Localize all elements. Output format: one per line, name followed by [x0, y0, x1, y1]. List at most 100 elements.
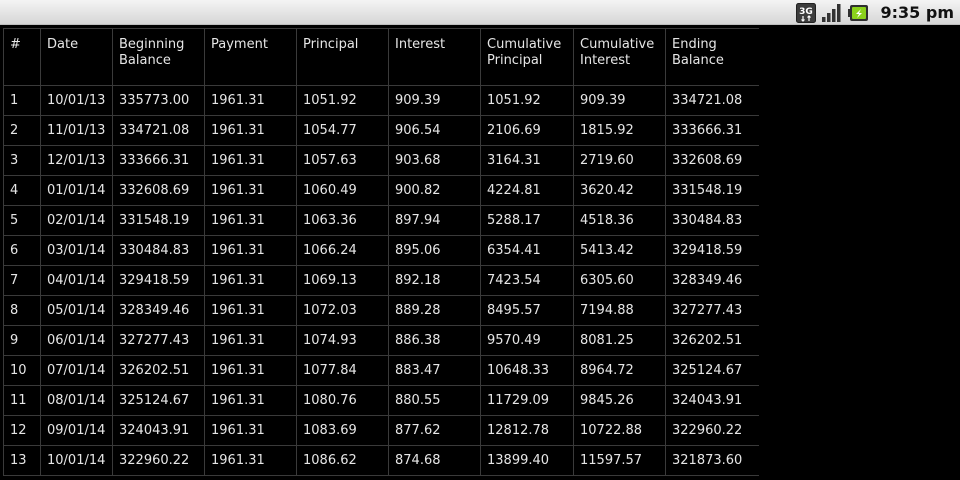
- cell-cumulative-principal: 9570.49: [480, 325, 574, 356]
- table-row[interactable]: 4 01/01/14 332608.69 1961.31 1060.49 900.82 42…: [3, 175, 759, 206]
- cell-payment: 1961.31: [204, 415, 297, 446]
- table-row[interactable]: 5 02/01/14 331548.19 1961.31 1063.36 897.94 52…: [3, 205, 759, 236]
- cell-beginning-balance: 329418.59: [112, 265, 205, 296]
- cell-date: 08/01/14: [40, 385, 113, 416]
- header-interest: Interest: [388, 28, 481, 86]
- cell-date: 05/01/14: [40, 295, 113, 326]
- cell-ending-balance: 329418.59: [665, 235, 759, 266]
- cell-cumulative-interest: 909.39: [573, 85, 666, 116]
- cell-principal: 1051.92: [296, 85, 389, 116]
- cell-ending-balance: 330484.83: [665, 205, 759, 236]
- table-row[interactable]: 13 10/01/14 322960.22 1961.31 1086.62 874.68 1…: [3, 445, 759, 476]
- cell-date: 11/01/13: [40, 115, 113, 146]
- battery-charging-icon: [847, 4, 870, 22]
- table-row[interactable]: 8 05/01/14 328349.46 1961.31 1072.03 889.28 84…: [3, 295, 759, 326]
- cell-number: 11: [3, 385, 41, 416]
- cell-principal: 1060.49: [296, 175, 389, 206]
- cell-number: 1: [3, 85, 41, 116]
- cell-cumulative-principal: 5288.17: [480, 205, 574, 236]
- cell-ending-balance: 332608.69: [665, 145, 759, 176]
- cell-cumulative-principal: 1051.92: [480, 85, 574, 116]
- status-clock: 9:35 pm: [880, 3, 955, 22]
- table-row[interactable]: 12 09/01/14 324043.91 1961.31 1083.69 877.62 1…: [3, 415, 759, 446]
- cell-cumulative-principal: 12812.78: [480, 415, 574, 446]
- table-row[interactable]: 10 07/01/14 326202.51 1961.31 1077.84 883.47 1…: [3, 355, 759, 386]
- cell-number: 6: [3, 235, 41, 266]
- cell-interest: 903.68: [388, 145, 481, 176]
- header-cumulative-principal: Cumulative Principal: [480, 28, 574, 86]
- cell-interest: 897.94: [388, 205, 481, 236]
- cell-payment: 1961.31: [204, 145, 297, 176]
- cell-date: 01/01/14: [40, 175, 113, 206]
- amortization-table-container[interactable]: # Date Beginning Balance Payment Princip…: [3, 28, 759, 480]
- cell-ending-balance: 326202.51: [665, 325, 759, 356]
- cell-number: 12: [3, 415, 41, 446]
- cell-principal: 1066.24: [296, 235, 389, 266]
- cell-beginning-balance: 327277.43: [112, 325, 205, 356]
- cell-number: 8: [3, 295, 41, 326]
- cell-payment: 1961.31: [204, 175, 297, 206]
- cell-ending-balance: 328349.46: [665, 265, 759, 296]
- cell-beginning-balance: 335773.00: [112, 85, 205, 116]
- cell-interest: 877.62: [388, 415, 481, 446]
- cell-cumulative-principal: 6354.41: [480, 235, 574, 266]
- cell-interest: 883.47: [388, 355, 481, 386]
- cell-principal: 1077.84: [296, 355, 389, 386]
- cell-payment: 1961.31: [204, 205, 297, 236]
- cell-date: 06/01/14: [40, 325, 113, 356]
- table-row[interactable]: 1 10/01/13 335773.00 1961.31 1051.92 909.39 10…: [3, 85, 759, 116]
- table-row[interactable]: 6 03/01/14 330484.83 1961.31 1066.24 895.06 63…: [3, 235, 759, 266]
- table-row[interactable]: 11 08/01/14 325124.67 1961.31 1080.76 880.55 1…: [3, 385, 759, 416]
- cell-ending-balance: 331548.19: [665, 175, 759, 206]
- cell-date: 03/01/14: [40, 235, 113, 266]
- cell-ending-balance: 325124.67: [665, 355, 759, 386]
- amortization-table: # Date Beginning Balance Payment Princip…: [3, 28, 759, 476]
- cell-cumulative-principal: 2106.69: [480, 115, 574, 146]
- cell-principal: 1072.03: [296, 295, 389, 326]
- cell-date: 09/01/14: [40, 415, 113, 446]
- cell-number: 5: [3, 205, 41, 236]
- cell-date: 10/01/14: [40, 445, 113, 476]
- cell-cumulative-interest: 9845.26: [573, 385, 666, 416]
- cell-interest: 900.82: [388, 175, 481, 206]
- cell-payment: 1961.31: [204, 355, 297, 386]
- cell-number: 10: [3, 355, 41, 386]
- header-principal: Principal: [296, 28, 389, 86]
- cell-cumulative-interest: 6305.60: [573, 265, 666, 296]
- cell-payment: 1961.31: [204, 295, 297, 326]
- cell-date: 12/01/13: [40, 145, 113, 176]
- cell-cumulative-principal: 11729.09: [480, 385, 574, 416]
- cell-cumulative-interest: 11597.57: [573, 445, 666, 476]
- cell-cumulative-interest: 1815.92: [573, 115, 666, 146]
- cell-beginning-balance: 330484.83: [112, 235, 205, 266]
- table-row[interactable]: 7 04/01/14 329418.59 1961.31 1069.13 892.18 74…: [3, 265, 759, 296]
- table-row[interactable]: 9 06/01/14 327277.43 1961.31 1074.93 886.38 95…: [3, 325, 759, 356]
- cell-interest: 886.38: [388, 325, 481, 356]
- cell-number: 4: [3, 175, 41, 206]
- cell-number: 2: [3, 115, 41, 146]
- table-header-row: # Date Beginning Balance Payment Princip…: [3, 28, 759, 86]
- cell-payment: 1961.31: [204, 385, 297, 416]
- cell-ending-balance: 334721.08: [665, 85, 759, 116]
- cell-cumulative-interest: 3620.42: [573, 175, 666, 206]
- header-ending-balance: Ending Balance: [665, 28, 759, 86]
- cell-cumulative-principal: 13899.40: [480, 445, 574, 476]
- cell-number: 3: [3, 145, 41, 176]
- cell-ending-balance: 322960.22: [665, 415, 759, 446]
- cell-cumulative-principal: 3164.31: [480, 145, 574, 176]
- cell-date: 10/01/13: [40, 85, 113, 116]
- cell-cumulative-interest: 8081.25: [573, 325, 666, 356]
- cell-number: 9: [3, 325, 41, 356]
- cell-beginning-balance: 322960.22: [112, 445, 205, 476]
- table-body: 1 10/01/13 335773.00 1961.31 1051.92 909.39 10…: [3, 85, 759, 476]
- cell-payment: 1961.31: [204, 445, 297, 476]
- table-row[interactable]: 3 12/01/13 333666.31 1961.31 1057.63 903.68 31…: [3, 145, 759, 176]
- cell-principal: 1069.13: [296, 265, 389, 296]
- cell-beginning-balance: 333666.31: [112, 145, 205, 176]
- cell-beginning-balance: 326202.51: [112, 355, 205, 386]
- cell-ending-balance: 324043.91: [665, 385, 759, 416]
- cell-principal: 1054.77: [296, 115, 389, 146]
- header-date: Date: [40, 28, 113, 86]
- cell-cumulative-principal: 7423.54: [480, 265, 574, 296]
- table-row[interactable]: 2 11/01/13 334721.08 1961.31 1054.77 906.54 21…: [3, 115, 759, 146]
